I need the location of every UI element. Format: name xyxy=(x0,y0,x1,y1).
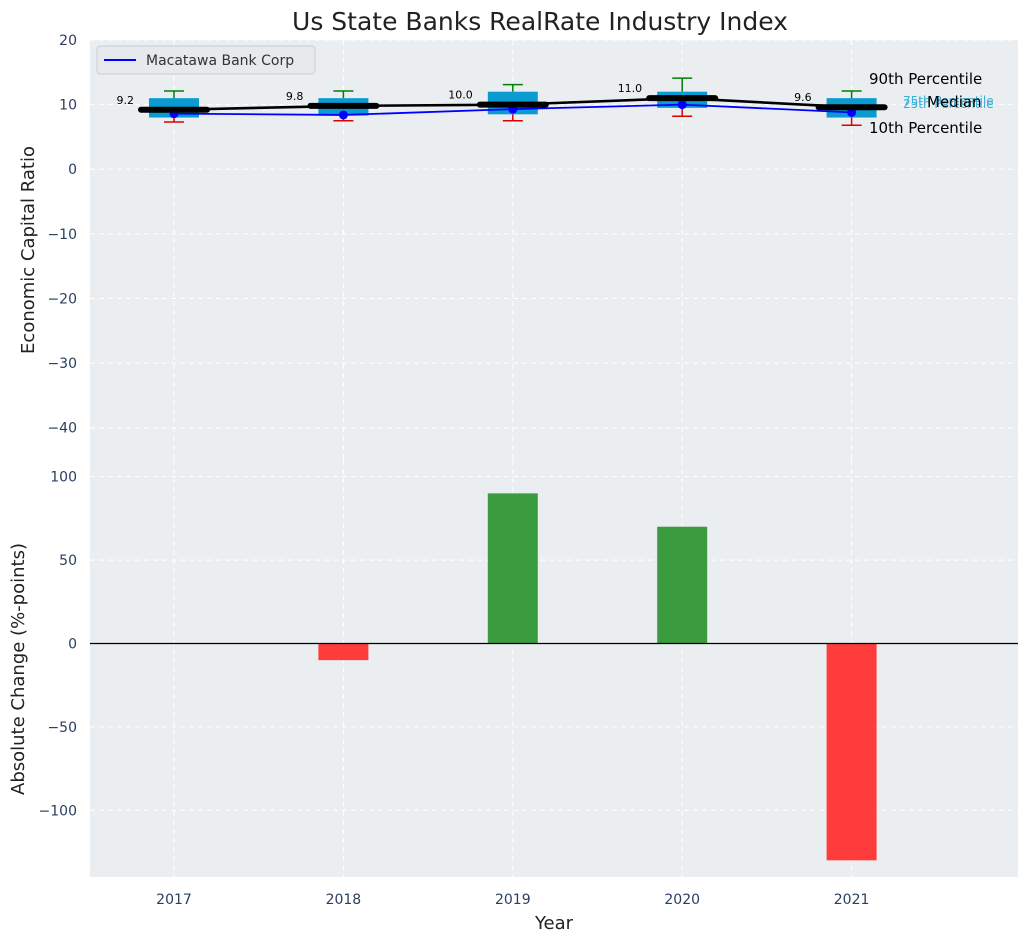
median-line: 9.2 9.8 10.0 11.0 9.6 xyxy=(117,82,888,113)
top-y-tick-label: −40 xyxy=(47,421,77,437)
x-tick-label: 2017 xyxy=(156,892,192,908)
bottom-y-tick-label: 100 xyxy=(50,470,77,486)
median-value-label: 11.0 xyxy=(618,82,643,95)
chart-title: Us State Banks RealRate Industry Index xyxy=(292,7,788,36)
annotation-median: Median xyxy=(927,93,982,111)
series-point-macatawa xyxy=(338,110,348,120)
x-tick-label: 2019 xyxy=(495,892,531,908)
x-axis-label: Year xyxy=(534,913,574,934)
top-y-axis-label: Economic Capital Ratio xyxy=(18,146,39,354)
annotation-p90: 90th Percentile xyxy=(869,70,982,88)
bottom-y-tick-label: 50 xyxy=(59,553,77,569)
legend-box xyxy=(96,45,316,75)
median-value-label: 9.6 xyxy=(794,91,812,104)
top-gridlines xyxy=(90,39,1018,460)
legend-label-macatawa: Macatawa Bank Corp xyxy=(146,53,294,69)
annotation-p75: 75th Percentile xyxy=(903,94,994,108)
top-panel: 20 10 0 −10 −20 −30 −40 9.2 9.8 10.0 11.0 9.6 90th… xyxy=(18,33,1018,460)
top-y-tick-label: −20 xyxy=(47,291,77,307)
percentile-annotations: 90th Percentile 10th Percentile 75th Perce… xyxy=(869,70,994,137)
x-tick-labels: 2017 2018 2019 2020 2021 xyxy=(156,892,869,908)
x-tick-label: 2021 xyxy=(834,892,870,908)
top-y-tick-labels: 20 10 0 −10 −20 −30 −40 xyxy=(47,33,77,437)
annotation-p10: 10th Percentile xyxy=(869,119,982,137)
annotation-p25: 25th Percentile xyxy=(903,97,994,111)
bottom-y-tick-labels: 100 50 0 −50 −100 xyxy=(39,470,77,820)
series-point-macatawa xyxy=(677,100,687,110)
bottom-y-tick-label: −50 xyxy=(47,720,77,736)
x-tick-label: 2020 xyxy=(664,892,700,908)
median-value-label: 10.0 xyxy=(448,89,473,102)
bottom-y-tick-label: 0 xyxy=(68,636,77,652)
bottom-y-axis-label: Absolute Change (%-points) xyxy=(8,543,29,795)
change-bars xyxy=(318,493,877,861)
bar-negative xyxy=(826,643,877,861)
top-y-tick-label: −10 xyxy=(47,227,77,243)
legend: Macatawa Bank Corp xyxy=(96,45,316,75)
bottom-panel-background xyxy=(90,460,1018,877)
top-y-tick-label: 0 xyxy=(68,162,77,178)
median-value-label: 9.8 xyxy=(286,90,304,103)
top-y-tick-label: 20 xyxy=(59,33,77,49)
bottom-y-tick-label: −100 xyxy=(39,803,77,819)
x-tick-label: 2018 xyxy=(326,892,362,908)
top-y-tick-label: −30 xyxy=(47,356,77,372)
median-value-label: 9.2 xyxy=(117,94,135,107)
bar-positive xyxy=(487,493,538,644)
top-y-tick-label: 10 xyxy=(59,98,77,114)
bar-negative xyxy=(318,643,369,661)
bar-positive xyxy=(657,526,708,644)
bottom-panel: 100 50 0 −50 −100 2017 2018 2019 2020 2021 Absol… xyxy=(8,460,1018,934)
